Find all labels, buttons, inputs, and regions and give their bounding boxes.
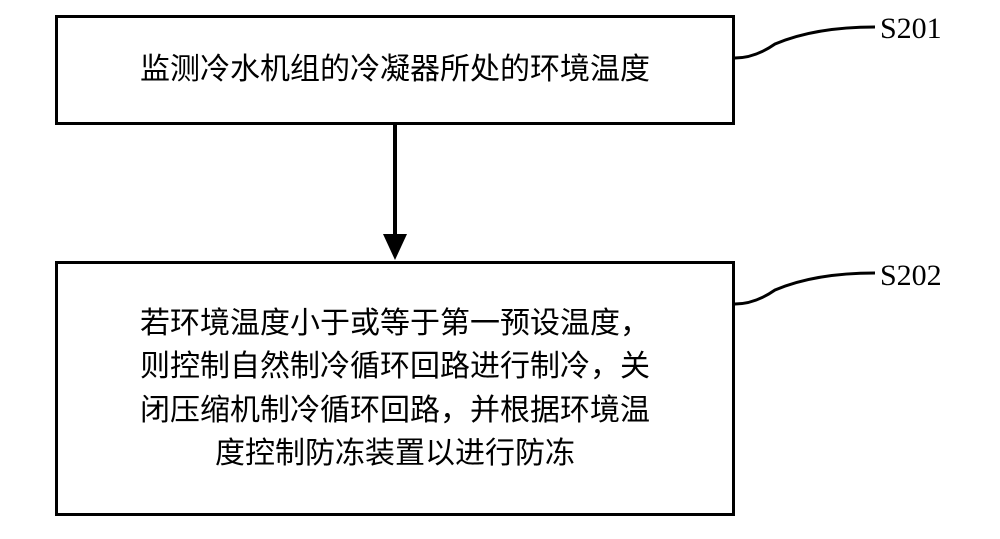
step-label-s201: S201 <box>880 12 942 46</box>
arrow-1-line <box>393 125 397 235</box>
callout-1 <box>735 20 880 65</box>
arrow-1-head <box>383 234 407 260</box>
flow-step-1-text: 监测冷水机组的冷凝器所处的环境温度 <box>140 48 650 92</box>
flow-step-2: 若环境温度小于或等于第一预设温度， 则控制自然制冷循环回路进行制冷，关 闭压缩机… <box>55 261 735 516</box>
flowchart-canvas: 监测冷水机组的冷凝器所处的环境温度 S201 若环境温度小于或等于第一预设温度，… <box>0 0 1000 539</box>
flow-step-1: 监测冷水机组的冷凝器所处的环境温度 <box>55 15 735 125</box>
callout-2 <box>735 266 880 311</box>
step-label-s202: S202 <box>880 259 942 293</box>
flow-step-2-text: 若环境温度小于或等于第一预设温度， 则控制自然制冷循环回路进行制冷，关 闭压缩机… <box>140 302 650 476</box>
